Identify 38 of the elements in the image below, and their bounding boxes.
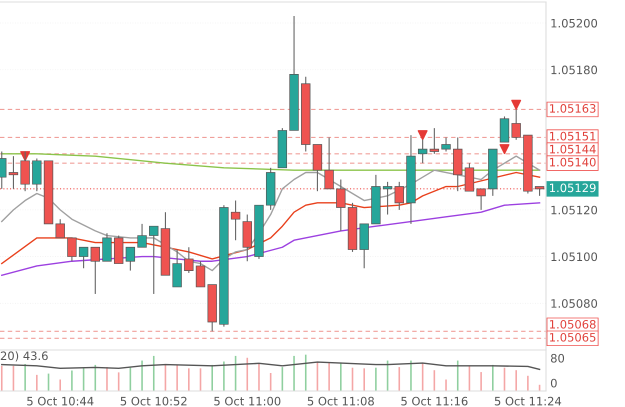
candlestick (184, 246, 194, 274)
candlestick (137, 223, 147, 248)
ref-line-label: 1.05140 (550, 158, 596, 166)
x-tick-label: 5 Oct 10:52 (120, 396, 186, 406)
x-tick-label: 5 Oct 11:24 (494, 396, 562, 406)
candlestick (56, 218, 65, 238)
y-tick-label: 1.05200 (551, 18, 598, 28)
candlestick (441, 136, 451, 152)
y-tick-label: 0 (550, 378, 557, 388)
ref-line-label: 1.05068 (550, 320, 596, 329)
candlestick (196, 260, 206, 288)
candlestick (230, 200, 240, 241)
candlestick (102, 232, 112, 262)
candlestick (500, 116, 510, 143)
y-tick-label: 80 (550, 354, 564, 363)
x-tick-label: 5 Oct 10:44 (27, 396, 94, 406)
y-tick-label: 1.05180 (551, 66, 598, 74)
x-tick-label: 5 Oct 11:16 (401, 396, 468, 406)
ref-line-label: 1.05163 (550, 104, 596, 113)
annotation: 20) 43.6 (0, 351, 48, 362)
y-tick-label: 1.05120 (551, 206, 598, 214)
y-tick-label: 1.05100 (551, 252, 598, 262)
ref-line-label: 1.05129 (550, 183, 596, 192)
candlestick (382, 181, 392, 216)
ref-line-label: 1.05144 (550, 144, 596, 154)
ref-line-label: 1.05065 (550, 332, 596, 342)
candlestick (32, 158, 42, 192)
candlestick (90, 246, 100, 294)
candlestick (67, 237, 77, 262)
candlestick (126, 246, 136, 272)
candlestick (78, 246, 88, 269)
candlestick (430, 128, 440, 154)
candlestick (172, 249, 182, 288)
y-tick-label: 1.05080 (551, 299, 598, 308)
x-tick-label: 5 Oct 11:08 (308, 396, 374, 406)
ref-line-label: 1.05151 (550, 132, 596, 140)
x-tick-label: 5 Oct 11:00 (214, 396, 280, 406)
candlestick (149, 226, 158, 294)
